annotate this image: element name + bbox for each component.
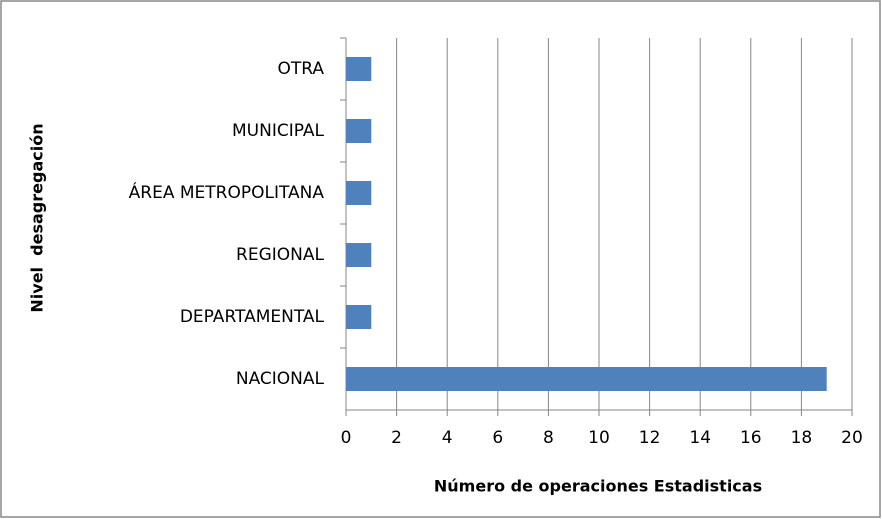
- bar: [346, 181, 372, 205]
- y-tick-label: MUNICIPAL: [232, 121, 325, 141]
- bar: [346, 119, 372, 143]
- x-tick-label: 8: [543, 428, 554, 448]
- x-tick-label: 20: [841, 428, 863, 448]
- bar: [346, 305, 372, 329]
- y-tick-label: OTRA: [277, 59, 324, 79]
- y-axis-label: Nivel desagregación: [28, 123, 47, 312]
- bar: [346, 243, 372, 267]
- x-tick-label: 14: [689, 428, 711, 448]
- x-tick-label: 2: [391, 428, 402, 448]
- x-tick-label: 16: [740, 428, 762, 448]
- y-tick-label: NACIONAL: [236, 369, 325, 389]
- bar: [346, 367, 827, 391]
- x-tick-label: 10: [588, 428, 610, 448]
- y-tick-label: DEPARTAMENTAL: [180, 307, 325, 327]
- x-tick-label: 4: [442, 428, 453, 448]
- bar: [346, 57, 372, 81]
- y-tick-label: ÁREA METROPOLITANA: [129, 181, 325, 203]
- x-tick-label: 0: [341, 428, 352, 448]
- x-tick-label: 12: [639, 428, 661, 448]
- y-tick-label: REGIONAL: [236, 245, 324, 265]
- x-tick-label: 6: [492, 428, 503, 448]
- x-axis-label: Número de operaciones Estadisticas: [434, 477, 762, 496]
- x-tick-label: 18: [791, 428, 813, 448]
